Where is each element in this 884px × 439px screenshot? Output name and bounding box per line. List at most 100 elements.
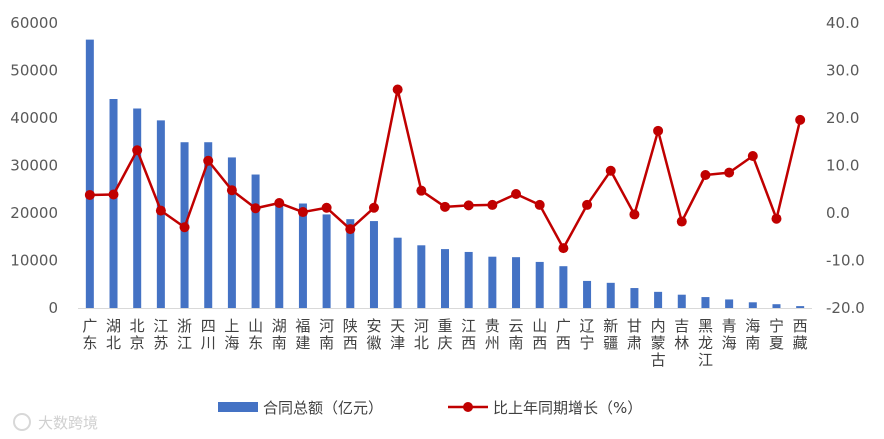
bar xyxy=(109,99,118,308)
bar xyxy=(369,221,378,308)
line-point xyxy=(747,151,758,161)
bar xyxy=(488,256,497,308)
category-label: 辽宁 xyxy=(580,317,595,352)
line-series xyxy=(84,84,806,254)
line-point xyxy=(368,202,379,213)
left-tick-label: 50000 xyxy=(10,62,58,80)
watermark-text: 大数跨境 xyxy=(38,414,98,432)
bar xyxy=(701,297,710,308)
line-point xyxy=(416,185,427,196)
bar xyxy=(748,302,757,308)
bar xyxy=(346,219,355,308)
legend-bar-swatch xyxy=(218,402,258,412)
category-label: 海南 xyxy=(745,317,760,352)
line-point xyxy=(771,213,782,224)
legend-line-label: 比上年同期增长（%） xyxy=(493,399,642,417)
category-label: 西藏 xyxy=(793,317,808,352)
line-point xyxy=(345,224,356,235)
right-tick-label: 10.0 xyxy=(826,157,859,175)
bar xyxy=(441,249,449,308)
bar xyxy=(275,200,284,308)
bar xyxy=(393,237,402,308)
right-tick-label: 30.0 xyxy=(826,62,859,80)
left-tick-label: 40000 xyxy=(10,109,58,127)
bar xyxy=(535,261,544,308)
line-point xyxy=(653,125,664,136)
bar xyxy=(227,157,236,308)
line-point xyxy=(297,207,308,218)
category-label: 重庆 xyxy=(437,317,452,352)
category-label: 内蒙古 xyxy=(651,317,666,369)
line-point xyxy=(534,199,545,210)
legend-line-marker xyxy=(463,402,473,412)
bar xyxy=(772,304,781,308)
bar xyxy=(796,306,805,308)
right-tick-label: 0.0 xyxy=(826,204,850,222)
bar xyxy=(583,280,592,308)
bar xyxy=(512,257,521,308)
category-label: 江西 xyxy=(461,317,476,352)
category-label: 青海 xyxy=(722,317,737,352)
category-label: 吉林 xyxy=(674,317,689,352)
right-axis: -20.0 -10.0 0.0 10.0 20.0 30.0 40.0 xyxy=(826,14,865,317)
bar xyxy=(85,39,94,308)
line-point xyxy=(274,198,285,209)
line-point xyxy=(155,205,166,216)
category-labels: 广东湖北北京江苏浙江四川上海山东湖南福建河南陕西安徽天津河北重庆江西贵州云南山西… xyxy=(82,317,807,369)
line-point xyxy=(795,114,806,125)
category-label: 山东 xyxy=(248,317,263,352)
category-label: 上海 xyxy=(224,317,239,352)
category-label: 湖北 xyxy=(106,317,121,352)
bar xyxy=(298,203,307,308)
right-tick-label: -20.0 xyxy=(826,299,865,317)
growth-line xyxy=(89,88,802,250)
bar xyxy=(417,245,426,308)
line-point xyxy=(629,209,640,220)
line-point xyxy=(203,155,214,166)
bar xyxy=(464,251,473,308)
category-label: 河北 xyxy=(414,317,429,352)
category-label: 广东 xyxy=(82,317,97,352)
bar xyxy=(654,291,663,308)
category-label: 云南 xyxy=(509,317,524,352)
line-point xyxy=(511,189,522,199)
category-label: 河南 xyxy=(319,317,334,352)
line-point xyxy=(724,167,735,178)
category-label: 广西 xyxy=(556,317,571,352)
bar xyxy=(133,108,142,308)
category-label: 陕西 xyxy=(343,317,358,352)
line-point xyxy=(700,170,711,180)
left-tick-label: 0 xyxy=(48,299,58,317)
bar xyxy=(322,214,331,308)
watermark: 大数跨境 xyxy=(13,413,98,432)
watermark-logo-icon xyxy=(13,413,31,431)
line-point xyxy=(132,145,143,156)
line-point xyxy=(108,189,119,200)
bar xyxy=(559,266,568,308)
legend-bar-label: 合同总额（亿元） xyxy=(263,399,383,417)
category-label: 黑龙江 xyxy=(698,317,713,369)
category-label: 天津 xyxy=(390,317,405,352)
bar xyxy=(204,142,213,308)
left-tick-label: 10000 xyxy=(10,252,58,270)
category-label: 浙江 xyxy=(177,317,192,352)
category-label: 宁夏 xyxy=(769,317,784,352)
legend: 合同总额（亿元） 比上年同期增长（%） xyxy=(218,399,642,417)
category-label: 江苏 xyxy=(153,317,168,352)
bar xyxy=(677,294,686,308)
bar xyxy=(725,299,734,308)
category-label: 甘肃 xyxy=(627,317,642,352)
bar xyxy=(630,288,639,308)
line-point xyxy=(226,185,237,196)
left-tick-label: 30000 xyxy=(10,157,58,175)
line-point xyxy=(558,243,569,254)
category-label: 贵州 xyxy=(485,317,500,352)
line-point xyxy=(676,216,687,227)
right-tick-label: 20.0 xyxy=(826,109,859,127)
bar xyxy=(251,174,260,308)
left-tick-label: 20000 xyxy=(10,204,58,222)
left-tick-label: 60000 xyxy=(10,14,58,32)
line-point xyxy=(582,199,593,210)
line-point xyxy=(605,165,616,176)
category-label: 北京 xyxy=(130,317,145,352)
